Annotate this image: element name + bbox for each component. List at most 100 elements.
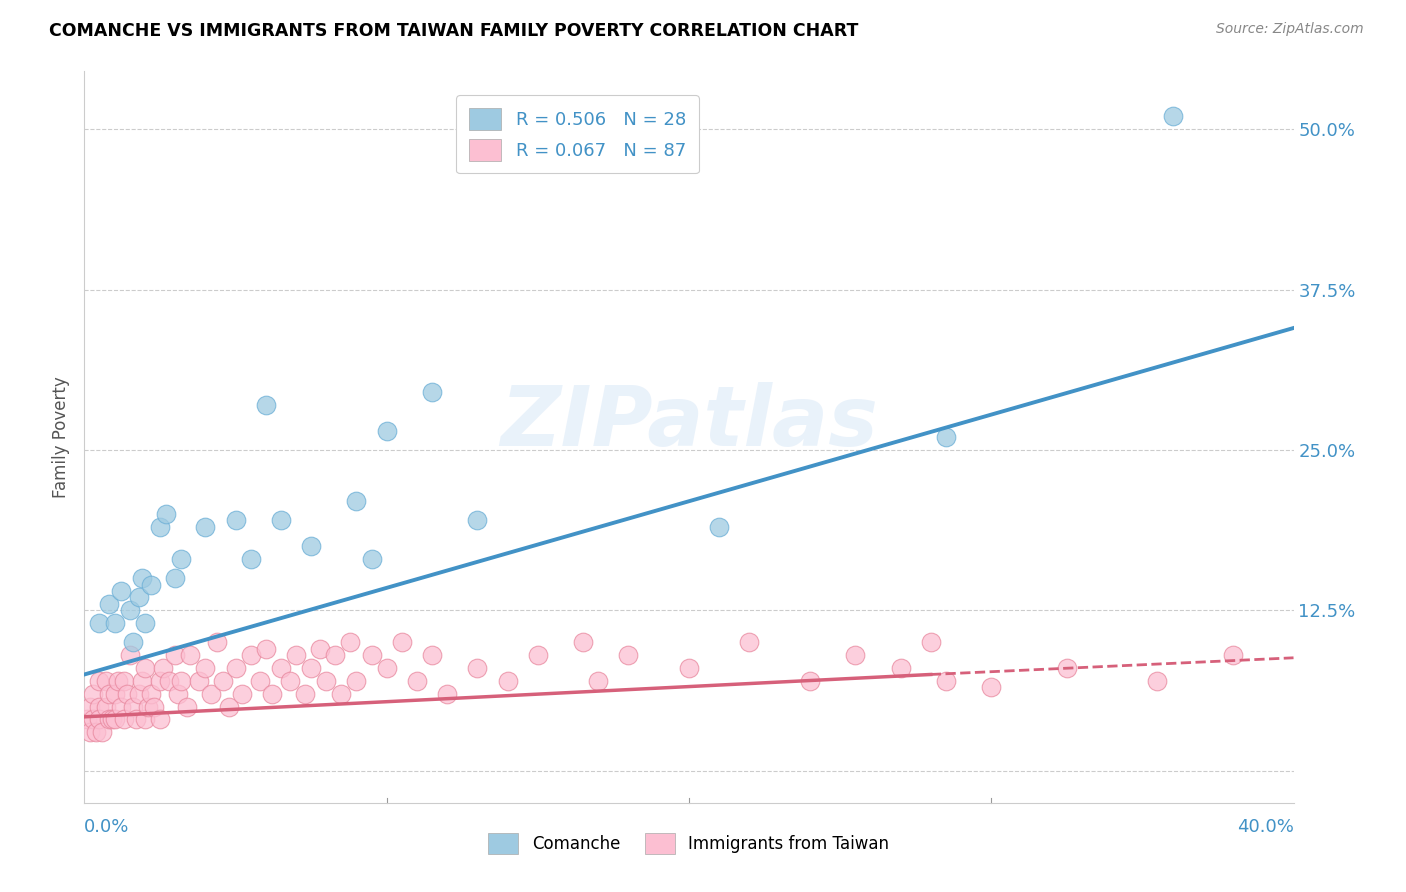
Text: 0.0%: 0.0% bbox=[84, 818, 129, 836]
Point bbox=[91, 725, 114, 739]
Point bbox=[134, 661, 156, 675]
Point bbox=[167, 687, 190, 701]
Point bbox=[572, 635, 595, 649]
Point bbox=[346, 673, 368, 688]
Point bbox=[391, 635, 413, 649]
Point bbox=[104, 687, 127, 701]
Point bbox=[89, 699, 111, 714]
Point bbox=[165, 571, 187, 585]
Point bbox=[82, 712, 104, 726]
Point bbox=[375, 661, 398, 675]
Point bbox=[360, 648, 382, 663]
Point bbox=[79, 725, 101, 739]
Point bbox=[844, 648, 866, 663]
Point bbox=[270, 661, 292, 675]
Point bbox=[128, 591, 150, 605]
Point bbox=[86, 725, 108, 739]
Point bbox=[179, 648, 201, 663]
Point bbox=[110, 699, 132, 714]
Point bbox=[375, 424, 398, 438]
Point bbox=[157, 673, 180, 688]
Point bbox=[200, 687, 222, 701]
Point bbox=[239, 552, 262, 566]
Point bbox=[142, 699, 165, 714]
Point bbox=[76, 712, 98, 726]
Point bbox=[738, 635, 761, 649]
Point bbox=[436, 687, 458, 701]
Point bbox=[890, 661, 912, 675]
Point bbox=[104, 712, 127, 726]
Point bbox=[107, 673, 129, 688]
Point bbox=[231, 687, 253, 701]
Point bbox=[617, 648, 640, 663]
Point bbox=[207, 635, 229, 649]
Point bbox=[1161, 109, 1184, 123]
Point bbox=[1056, 661, 1078, 675]
Point bbox=[134, 712, 156, 726]
Point bbox=[110, 584, 132, 599]
Point bbox=[260, 687, 283, 701]
Point bbox=[1146, 673, 1168, 688]
Point bbox=[315, 673, 337, 688]
Point bbox=[212, 673, 235, 688]
Point bbox=[121, 635, 143, 649]
Legend: Comanche, Immigrants from Taiwan: Comanche, Immigrants from Taiwan bbox=[482, 827, 896, 860]
Point bbox=[194, 520, 217, 534]
Point bbox=[176, 699, 198, 714]
Point bbox=[527, 648, 550, 663]
Point bbox=[170, 673, 193, 688]
Point bbox=[188, 673, 211, 688]
Y-axis label: Family Poverty: Family Poverty bbox=[52, 376, 70, 498]
Point bbox=[125, 712, 148, 726]
Point bbox=[467, 514, 489, 528]
Point bbox=[935, 673, 957, 688]
Point bbox=[254, 641, 277, 656]
Point bbox=[323, 648, 346, 663]
Point bbox=[588, 673, 610, 688]
Point bbox=[112, 712, 135, 726]
Point bbox=[360, 552, 382, 566]
Point bbox=[709, 520, 731, 534]
Point bbox=[254, 398, 277, 412]
Point bbox=[678, 661, 700, 675]
Point bbox=[406, 673, 429, 688]
Point bbox=[97, 712, 120, 726]
Point bbox=[139, 577, 162, 591]
Point bbox=[89, 616, 111, 631]
Point bbox=[294, 687, 316, 701]
Point bbox=[467, 661, 489, 675]
Point bbox=[278, 673, 301, 688]
Point bbox=[799, 673, 821, 688]
Point bbox=[330, 687, 353, 701]
Point bbox=[170, 552, 193, 566]
Point bbox=[139, 687, 162, 701]
Point bbox=[100, 712, 122, 726]
Point bbox=[97, 687, 120, 701]
Point bbox=[115, 687, 138, 701]
Point bbox=[79, 699, 101, 714]
Point bbox=[94, 699, 117, 714]
Point bbox=[131, 571, 153, 585]
Point bbox=[149, 712, 172, 726]
Point bbox=[136, 699, 159, 714]
Point bbox=[1222, 648, 1244, 663]
Point bbox=[299, 661, 322, 675]
Point bbox=[131, 673, 153, 688]
Point bbox=[239, 648, 262, 663]
Point bbox=[496, 673, 519, 688]
Point bbox=[225, 661, 247, 675]
Point bbox=[309, 641, 332, 656]
Text: ZIPatlas: ZIPatlas bbox=[501, 382, 877, 463]
Point bbox=[218, 699, 240, 714]
Point bbox=[225, 514, 247, 528]
Point bbox=[121, 699, 143, 714]
Point bbox=[89, 712, 111, 726]
Point bbox=[149, 520, 172, 534]
Point bbox=[346, 494, 368, 508]
Point bbox=[149, 673, 172, 688]
Point bbox=[94, 673, 117, 688]
Point bbox=[920, 635, 942, 649]
Point bbox=[152, 661, 174, 675]
Point bbox=[89, 673, 111, 688]
Point bbox=[97, 597, 120, 611]
